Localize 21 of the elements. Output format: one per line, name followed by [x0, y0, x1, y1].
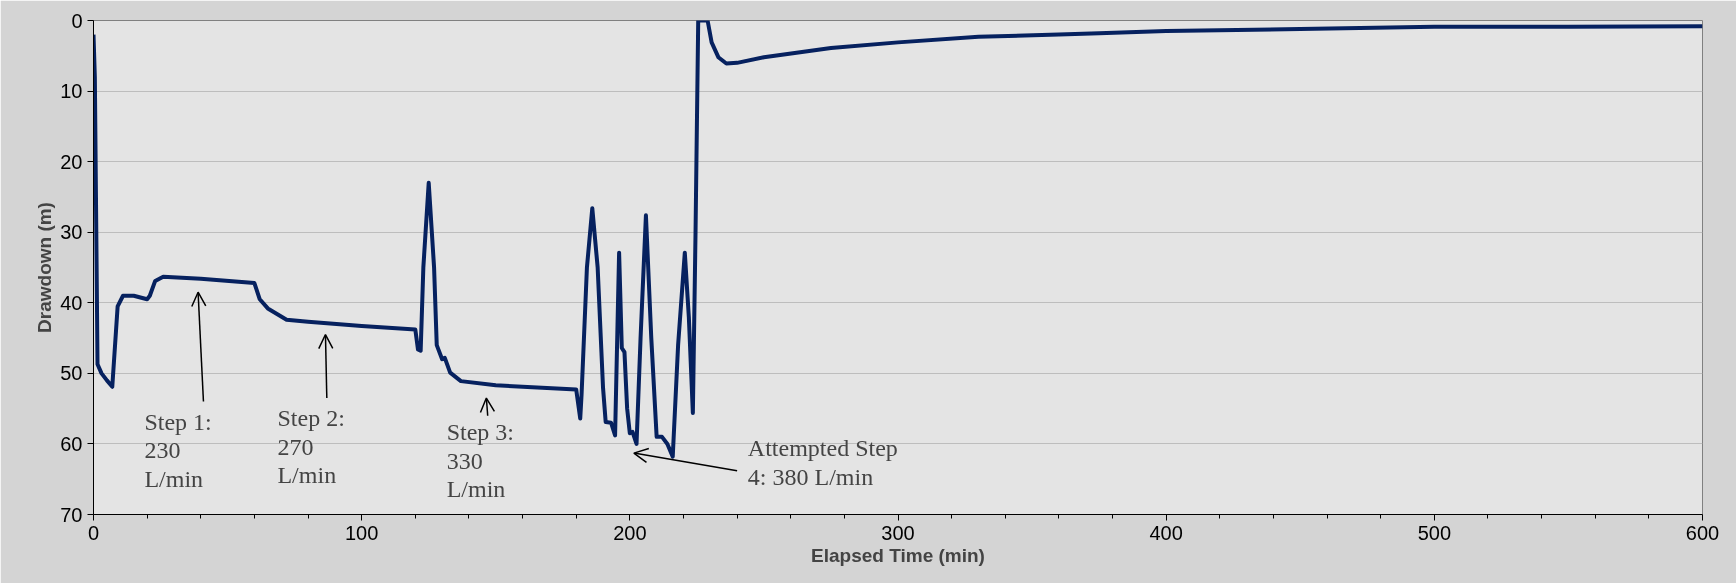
x-tick-label: 300	[881, 521, 915, 544]
x-tick-label: 400	[1149, 521, 1183, 544]
annotation: Attempted Step 4: 380 L/min	[747, 435, 898, 491]
x-axis-title: Elapsed Time (min)	[811, 544, 985, 566]
x-tick-label: 500	[1417, 521, 1452, 544]
annotation: Step 2: 270 L/min	[277, 405, 345, 489]
y-tick-label: 50	[60, 362, 83, 385]
y-tick-label: 20	[60, 150, 83, 173]
y-tick-label: 10	[60, 80, 83, 103]
y-axis-title: Drawdown (m)	[34, 202, 56, 333]
annotation: Step 3: 330 L/min	[446, 419, 515, 503]
y-tick-label: 40	[60, 291, 83, 314]
x-tick-label: 0	[87, 521, 100, 544]
x-tick-label: 100	[344, 521, 379, 544]
y-tick-label: 60	[60, 432, 83, 455]
y-tick-label: 30	[60, 221, 83, 244]
x-tick-label: 600	[1685, 521, 1720, 544]
x-tick-label: 200	[613, 521, 647, 544]
annotation: Step 1: 230 L/min	[144, 408, 212, 492]
y-tick-label: 70	[60, 503, 83, 526]
y-tick-label: 0	[71, 9, 83, 32]
